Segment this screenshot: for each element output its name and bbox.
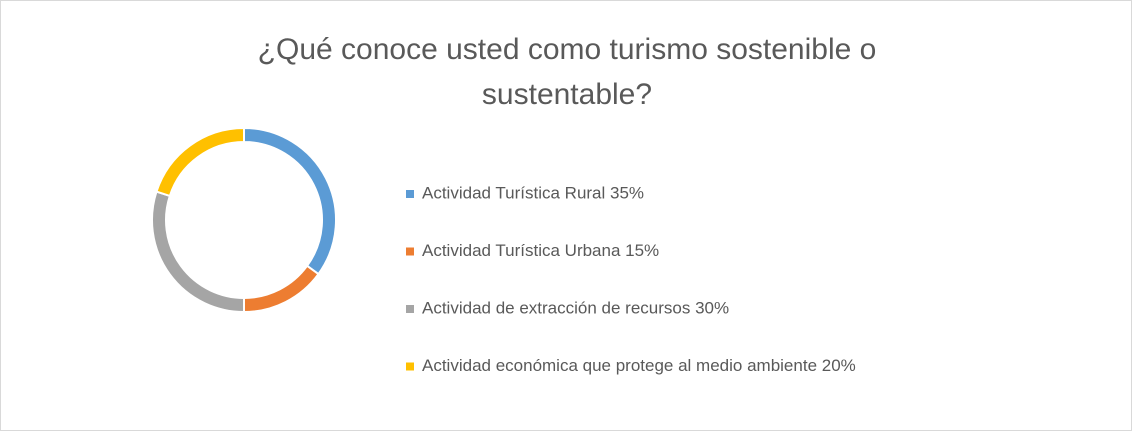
doughnut-segment	[155, 126, 245, 198]
legend-label: Actividad Turística Urbana 15%	[422, 241, 659, 260]
legend-swatch	[406, 362, 414, 371]
legend-label: Actividad Turística Rural 35%	[422, 183, 644, 202]
doughnut-segment	[243, 264, 320, 314]
legend-label: Actividad económica que protege al medio…	[422, 356, 856, 375]
legend-swatch	[406, 190, 414, 198]
legend-swatch	[406, 247, 414, 256]
doughnut-segment	[243, 126, 337, 276]
chart-title: ¿Qué conoce usted como turismo sostenibl…	[257, 33, 877, 111]
legend-label: Actividad de extracción de recursos 30%	[422, 298, 729, 317]
doughnut-segment	[151, 190, 245, 314]
legend-swatch	[406, 305, 414, 313]
